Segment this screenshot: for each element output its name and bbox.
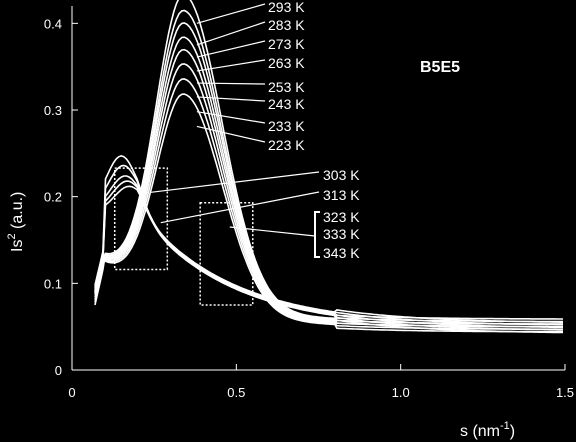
group-bracket: [314, 211, 320, 258]
annotation-pointer: [196, 111, 266, 124]
series-line: [94, 9, 563, 321]
data-series: [94, 0, 564, 334]
highlight-box: [199, 201, 254, 306]
annotation-pointer: [196, 40, 266, 58]
axes: [71, 6, 565, 371]
series-annotation-label: 333 K: [323, 226, 360, 242]
y-axis-title-main: Is: [9, 240, 26, 252]
series-line: [94, 185, 563, 334]
y-tick-label: 0: [55, 363, 62, 378]
series-annotation-label: 243 K: [268, 96, 305, 112]
x-tick-label: 1.5: [556, 385, 574, 400]
series-annotation-label: 273 K: [268, 36, 305, 52]
series-annotation-label: 263 K: [268, 55, 305, 71]
annotation-pointer: [196, 3, 266, 24]
annotation-pointer: [160, 191, 320, 224]
y-tick-label: 0.4: [44, 16, 62, 31]
x-axis-title-sup: -1: [500, 420, 510, 432]
x-tick-label: 0: [68, 385, 75, 400]
y-tick-label: 0.2: [44, 190, 62, 205]
series-annotation-label: 293 K: [268, 0, 305, 15]
annotation-pointer: [150, 171, 320, 193]
annotation-pointer: [229, 226, 316, 237]
y-axis-title-sup: 2: [6, 233, 18, 239]
annotation-pointer: [196, 21, 266, 46]
series-line: [94, 78, 563, 333]
y-tick-label: 0.1: [44, 276, 62, 291]
series-annotation-label: 323 K: [323, 209, 360, 225]
highlight-boxes: [113, 167, 254, 306]
series-line: [94, 0, 563, 328]
x-axis-title-main: s (nm: [460, 423, 500, 440]
highlight-box: [113, 167, 169, 271]
annotation-pointer: [196, 82, 266, 85]
series-annotation-label: 283 K: [268, 17, 305, 33]
series-annotation-label: 313 K: [323, 187, 360, 203]
annotation-pointer: [196, 96, 266, 102]
axis-ticks: 0 0.5 1.0 1.5 0 0.1 0.2 0.3 0.4: [44, 16, 574, 400]
chart-tag: B5E5: [420, 59, 460, 76]
series-annotation-label: 303 K: [323, 167, 360, 183]
x-axis-title: s (nm-1): [460, 420, 515, 440]
x-axis-title-end: ): [510, 423, 515, 440]
y-axis-title-end: (a.u.): [9, 192, 26, 234]
series-annotation-label: 253 K: [268, 79, 305, 95]
annotation-pointer: [196, 125, 266, 143]
series-annotation-label: 233 K: [268, 118, 305, 134]
x-tick-label: 0.5: [227, 385, 245, 400]
annotation-pointer: [196, 59, 266, 72]
x-tick-label: 1.0: [392, 385, 410, 400]
series-annotation-label: 223 K: [268, 137, 305, 153]
series-annotation-label: 343 K: [323, 245, 360, 261]
y-axis-title: Is2 (a.u.): [6, 192, 26, 252]
y-tick-label: 0.3: [44, 103, 62, 118]
